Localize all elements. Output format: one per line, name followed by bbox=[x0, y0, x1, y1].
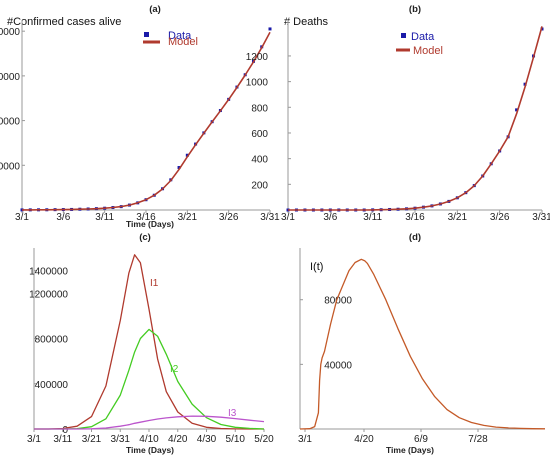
x-tick-label: 6/9 bbox=[414, 434, 428, 445]
data-point bbox=[177, 166, 181, 170]
x-tick-label: 4/20 bbox=[168, 434, 188, 445]
panel-a-ylabel: #Confirmed cases alive bbox=[7, 16, 121, 28]
x-tick-label: 4/10 bbox=[139, 434, 159, 445]
legend-data-marker bbox=[144, 32, 149, 37]
series-line-model bbox=[22, 31, 271, 211]
x-tick-label: 3/21 bbox=[178, 212, 198, 223]
y-tick-label: 1400000 bbox=[29, 267, 68, 278]
panel-d-series bbox=[299, 258, 546, 430]
panel-d: (d) I(t) 3/1 4/20 6/9 7/28 40000 80000 Time (… bbox=[298, 232, 546, 455]
series-label-i2: I2 bbox=[170, 364, 179, 375]
y-tick-label: 60000 bbox=[0, 72, 20, 83]
y-tick-label: 80000 bbox=[324, 296, 352, 307]
y-tick-label: 600 bbox=[251, 129, 268, 140]
legend-model-label: Model bbox=[413, 45, 443, 57]
y-tick-label: 400 bbox=[251, 155, 268, 166]
panel-a-xlabel: Time (Days) bbox=[126, 219, 174, 229]
x-tick-label: 3/26 bbox=[219, 212, 239, 223]
x-tick-label: 4/20 bbox=[354, 434, 374, 445]
panel-d-label: (d) bbox=[409, 232, 421, 243]
y-tick-label: 1200000 bbox=[29, 289, 68, 300]
panel-c-axes bbox=[33, 248, 264, 430]
x-tick-label: 3/21 bbox=[82, 434, 102, 445]
x-tick-label: 4/30 bbox=[197, 434, 217, 445]
x-tick-label: 3/31 bbox=[111, 434, 131, 445]
legend-data-label: Data bbox=[411, 31, 435, 43]
panel-a-series bbox=[20, 27, 272, 212]
panel-a-label: (a) bbox=[149, 4, 161, 15]
panel-c-label: (c) bbox=[139, 232, 151, 243]
y-tick-label: 1000 bbox=[246, 78, 269, 89]
x-tick-label: 3/16 bbox=[136, 212, 156, 223]
panel-d-axes bbox=[299, 248, 545, 430]
x-tick-label: 3/6 bbox=[56, 212, 70, 223]
x-tick-label: 3/21 bbox=[448, 212, 468, 223]
legend-model-label: Model bbox=[168, 36, 198, 48]
y-tick-label: 200 bbox=[251, 180, 268, 191]
panel-c: (c) 3/1 3/11 3/21 3/31 4/10 4/20 4/30 5/10 5/20 0… bbox=[27, 232, 274, 455]
series-line-i1 bbox=[34, 254, 264, 430]
x-tick-label: 3/31 bbox=[532, 212, 550, 223]
panel-b-legend: Data Model bbox=[396, 31, 443, 57]
panel-a-legend: Data Model bbox=[143, 30, 198, 48]
y-tick-label: 800000 bbox=[35, 335, 69, 346]
panel-d-ylabel: I(t) bbox=[310, 261, 323, 273]
x-tick-label: 3/26 bbox=[490, 212, 510, 223]
x-tick-label: 3/1 bbox=[298, 434, 312, 445]
y-tick-label: 80000 bbox=[0, 27, 20, 38]
panel-d-xlabel: Time (Days) bbox=[386, 445, 434, 455]
x-tick-label: 3/31 bbox=[260, 212, 280, 223]
x-tick-label: 3/1 bbox=[27, 434, 41, 445]
panel-b-label: (b) bbox=[409, 4, 421, 15]
legend-data-label: Data bbox=[168, 30, 192, 42]
y-tick-label: 1200 bbox=[246, 52, 269, 63]
panel-b-ticks: 3/1 3/6 3/11 3/16 3/21 3/26 3/31 200 400 600 800 10… bbox=[246, 52, 550, 223]
x-tick-label: 5/20 bbox=[254, 434, 274, 445]
y-tick-label: 400000 bbox=[35, 380, 69, 391]
y-tick-label: 800 bbox=[251, 103, 268, 114]
x-tick-label: 7/28 bbox=[468, 434, 488, 445]
x-tick-label: 3/11 bbox=[53, 434, 72, 445]
series-label-i3: I3 bbox=[228, 408, 237, 419]
data-point bbox=[268, 27, 272, 31]
x-tick-label: 3/11 bbox=[363, 212, 382, 223]
y-tick-label: 0 bbox=[62, 425, 68, 436]
series-line-model bbox=[288, 26, 543, 211]
x-tick-label: 3/11 bbox=[95, 212, 114, 223]
panel-a-ticks: 3/1 3/6 3/11 3/16 3/21 3/26 3/31 20000 40000 6000… bbox=[0, 27, 280, 223]
panel-c-ticks: 3/1 3/11 3/21 3/31 4/10 4/20 4/30 5/10 5/20 0 4000… bbox=[27, 267, 274, 445]
x-tick-label: 3/16 bbox=[405, 212, 425, 223]
panel-b: (b) # Deaths 3/1 3/6 3/11 3/16 3/21 3/26 3/31 2… bbox=[246, 4, 550, 223]
panel-d-ticks: 3/1 4/20 6/9 7/28 40000 80000 bbox=[298, 296, 488, 445]
data-point bbox=[515, 108, 519, 112]
panel-b-ylabel: # Deaths bbox=[284, 16, 329, 28]
panel-a-axes bbox=[21, 20, 270, 211]
legend-data-marker bbox=[401, 33, 406, 38]
data-point bbox=[185, 153, 189, 157]
x-tick-label: 3/6 bbox=[323, 212, 337, 223]
panel-c-series bbox=[34, 254, 265, 430]
x-tick-label: 5/10 bbox=[226, 434, 246, 445]
x-tick-label: 3/1 bbox=[281, 212, 295, 223]
y-tick-label: 40000 bbox=[324, 360, 352, 371]
panel-c-xlabel: Time (Days) bbox=[126, 445, 174, 455]
y-tick-label: 20000 bbox=[0, 161, 20, 172]
y-tick-label: 40000 bbox=[0, 117, 20, 128]
panel-b-series bbox=[286, 26, 544, 212]
series-line-it bbox=[299, 258, 546, 430]
x-tick-label: 3/1 bbox=[15, 212, 29, 223]
series-label-i1: I1 bbox=[150, 278, 159, 289]
panel-a: (a) #Confirmed cases alive 3/1 3/6 3/11 3/1… bbox=[0, 4, 280, 229]
series-line-i3 bbox=[34, 415, 265, 430]
